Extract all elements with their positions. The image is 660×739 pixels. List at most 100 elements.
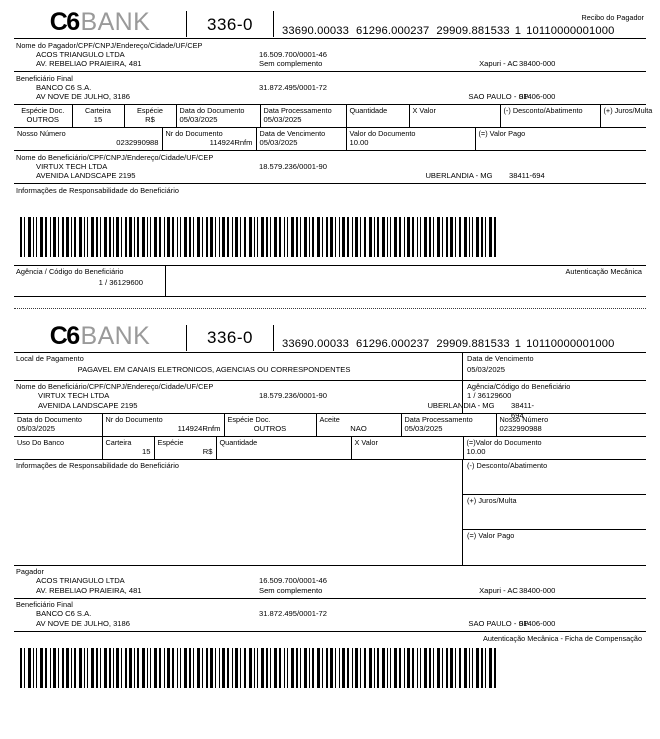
- cell-label: (=)Valor do Documento: [466, 437, 542, 447]
- divider: [14, 183, 646, 185]
- cell-label: (-) Desconto/Abatimento: [503, 106, 583, 116]
- receipt-agency-label: Agência / Código do Beneficiário: [16, 267, 124, 277]
- cell-label: Data Processamento: [263, 106, 332, 116]
- cell-data-documento: Data do Documento 05/03/2025: [14, 413, 103, 436]
- compensation-final-beneficiary-label: Beneficiário Final: [16, 600, 73, 610]
- receipt-payer-name: ACOS TRIANGULO LTDA: [36, 49, 125, 59]
- divider: [14, 104, 646, 106]
- receipt-beneficiary-document: 18.579.236/0001-90: [259, 161, 327, 171]
- cell-value: 05/03/2025: [263, 115, 302, 125]
- table-row: Nosso Número 0232990988 Nr do Documento …: [14, 128, 646, 151]
- divider: [14, 458, 646, 460]
- due-date-value: 05/03/2025: [467, 365, 506, 375]
- cell-nosso-numero: Nosso Número 0232990988: [14, 128, 163, 151]
- digitable-field-1: 33690.00033: [282, 337, 349, 350]
- receipt-payer-line-2: AV. REBELIAO PRAIEIRA, 481 Sem complemen…: [14, 59, 646, 69]
- cell-carteira: Carteira 15: [101, 436, 155, 459]
- receipt-beneficiary-city: UBERLANDIA - MG: [425, 171, 493, 181]
- compensation-beneficiary-block: Nome do Beneficiário/CPF/CNPJ/Endereço/C…: [14, 380, 534, 420]
- divider: [14, 631, 646, 633]
- cell-label: Espécie: [137, 106, 163, 116]
- cell-label: Nr do Documento: [105, 414, 163, 424]
- digitable-field-5: 10110000001000: [526, 25, 615, 37]
- c6-bank-logo: C6BANK: [14, 10, 186, 38]
- payment-place-label: Local de Pagamento: [16, 354, 84, 364]
- cell-desconto: (-) Desconto/Abatimento: [499, 105, 601, 128]
- divider: [14, 264, 646, 266]
- logo-c6-text: C6: [49, 321, 80, 350]
- compensation-beneficiary-line-1: VIRTUX TECH LTDA 18.579.236/0001-90: [16, 391, 462, 401]
- payment-place-row: Local de Pagamento PAGAVEL EM CANAIS ELE…: [14, 352, 646, 380]
- compensation-agency-value: 1 / 36129600: [467, 391, 512, 401]
- receipt-authentication-block: Autenticação Mecânica: [166, 266, 646, 296]
- compensation-info-label: Informações de Responsabilidade do Benef…: [16, 461, 179, 471]
- compensation-beneficiary-city: UBERLANDIA - MG: [427, 401, 495, 411]
- cell-valor-documento: Valor do Documento 10.00: [345, 128, 476, 151]
- divider: [14, 150, 646, 152]
- receipt-final-beneficiary-line-2: AV NOVE DE JULHO, 3186 SAO PAULO - SP 01…: [14, 92, 646, 102]
- cell-label: Carteira: [105, 437, 132, 447]
- digitable-field-2: 61296.000237: [355, 25, 430, 37]
- cell-valor-pago: (=) Valor Pago: [474, 128, 646, 151]
- cell-label: Espécie: [157, 437, 184, 447]
- logo-c6-text: C6: [49, 8, 80, 36]
- compensation-final-beneficiary-line-2: AV NOVE DE JULHO, 3186 SAO PAULO - SP 01…: [14, 619, 646, 629]
- divider: [14, 412, 646, 414]
- cell-value: 114924Rnfm: [177, 423, 221, 433]
- compensation-payer-cep: 38400-000: [519, 586, 556, 596]
- compensation-beneficiary-cep: 38411-694: [511, 401, 535, 420]
- due-date-label: Data de Vencimento: [467, 354, 534, 364]
- compensation-info-block: Informações de Responsabilidade do Benef…: [14, 459, 463, 565]
- bank-code-box: 336-0: [186, 11, 274, 37]
- cell-value: 114924Rnfm: [209, 138, 253, 148]
- cell-label: Aceite: [319, 414, 340, 424]
- cell-nr-documento: Nr do Documento 114924Rnfm: [101, 413, 225, 436]
- divider: [14, 597, 646, 599]
- digitable-line: 33690.00033 61296.000237 29909.881533 1 1011…: [282, 25, 646, 38]
- divider: [14, 564, 646, 566]
- compensation-final-beneficiary-line-1: BANCO C6 S.A. 31.872.495/0001-72: [14, 609, 646, 619]
- cell-label: Valor do Documento: [349, 129, 416, 139]
- compensation-beneficiary-label: Nome do Beneficiário/CPF/CNPJ/Endereço/C…: [16, 382, 214, 392]
- compensation-section: C6BANK 336-0 33690.00033 61296.000237 2990…: [14, 320, 646, 689]
- divider: [14, 38, 646, 39]
- digitable-field-4: 1: [514, 337, 522, 350]
- receipt-payer-document: 16.509.700/0001-46: [259, 49, 327, 59]
- receipt-final-beneficiary-cep: 01406-000: [519, 92, 556, 102]
- receipt-final-beneficiary-line-1: BANCO C6 S.A. 31.872.495/0001-72: [14, 83, 646, 93]
- receipt-payer-line-1: ACOS TRIANGULO LTDA 16.509.700/0001-46: [14, 50, 646, 60]
- cell-value: 05/03/2025: [17, 423, 56, 433]
- receipt-beneficiary-label: Nome do Beneficiário/CPF/CNPJ/Endereço/C…: [16, 152, 214, 162]
- bank-code-box: 336-0: [186, 324, 274, 351]
- receipt-payer-city: Xapuri - AC: [479, 59, 518, 69]
- divider: [14, 295, 646, 297]
- divider: [14, 435, 646, 437]
- value-box-valor-pago: (=) Valor Pago: [463, 530, 646, 565]
- cell-label: Data do Documento: [179, 106, 245, 116]
- cell-label: Data de Vencimento: [259, 129, 326, 139]
- receipt-beneficiary-line-1: VIRTUX TECH LTDA 18.579.236/0001-90: [14, 162, 646, 172]
- receipt-final-beneficiary-label: Beneficiário Final: [16, 73, 73, 83]
- compensation-bank-header: C6BANK 336-0 33690.00033 61296.000237 2990…: [14, 320, 646, 352]
- receipt-authentication-label: Autenticação Mecânica: [565, 267, 642, 277]
- cell-uso-do-banco: Uso Do Banco: [14, 436, 103, 459]
- c6-bank-logo: C6BANK: [14, 321, 186, 352]
- receipt-final-beneficiary-city: SAO PAULO - SP: [468, 92, 529, 102]
- digitable-field-2: 61296.000237: [355, 337, 430, 350]
- receipt-payer-address: AV. REBELIAO PRAIEIRA, 481: [36, 59, 142, 69]
- compensation-final-beneficiary-name: BANCO C6 S.A.: [36, 609, 92, 619]
- receipt-detail-table-1: Espécie Doc. OUTROS Carteira 15 Espécie …: [14, 105, 652, 128]
- compensation-agency-block: Agência/Código do Beneficiário 1 / 36129…: [463, 381, 646, 413]
- cell-valor-documento: (=)Valor do Documento 10.00: [462, 436, 646, 459]
- compensation-value-boxes: (-) Desconto/Abatimento (+) Juros/Multa …: [463, 460, 646, 565]
- receipt-final-beneficiary-address: AV NOVE DE JULHO, 3186: [36, 92, 130, 102]
- receipt-detail-table-2: Nosso Número 0232990988 Nr do Documento …: [14, 128, 646, 151]
- compensation-payer-document: 16.509.700/0001-46: [259, 576, 327, 586]
- cell-label: Data do Documento: [17, 414, 82, 424]
- cell-value: 05/03/2025: [259, 138, 298, 148]
- cell-value: 05/03/2025: [179, 115, 218, 125]
- cell-label: Espécie Doc.: [21, 106, 65, 116]
- digitable-line-area: 33690.00033 61296.000237 29909.881533 1 1011…: [274, 320, 646, 352]
- cell-value: 0232990988: [499, 423, 542, 433]
